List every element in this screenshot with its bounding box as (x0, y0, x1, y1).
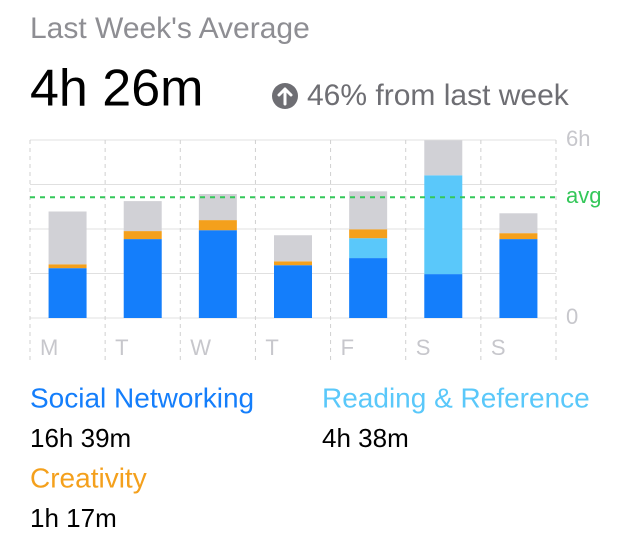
bar-segment (274, 235, 312, 262)
bar-segment (48, 268, 87, 318)
bar-segment (274, 265, 312, 318)
average-label: avg (566, 183, 601, 208)
x-tick-label: S (416, 335, 431, 360)
bar-segment (198, 230, 237, 318)
up-icon (272, 83, 298, 109)
bar-segment (123, 201, 162, 232)
x-tick-label: M (40, 335, 58, 360)
bar-segment (424, 175, 463, 275)
x-tick-label: S (491, 335, 506, 360)
bar-segment (424, 140, 463, 176)
y-tick-label: 6h (566, 126, 590, 151)
x-tick-label: F (341, 335, 354, 360)
legend-name: Social Networking (30, 382, 254, 413)
y-tick-label: 0 (566, 304, 578, 329)
x-tick-label: W (190, 335, 211, 360)
bar-segment (48, 264, 87, 269)
title: Last Week's Average (30, 12, 310, 45)
average: 4h 26m (30, 60, 203, 118)
legend-name: Reading & Reference (322, 382, 590, 413)
bar-segment (123, 239, 162, 318)
bar-segment (349, 238, 388, 259)
legend-name: Creativity (30, 462, 147, 493)
bar-segment (48, 211, 87, 265)
bar-segment (123, 231, 162, 240)
bar-segment (274, 261, 312, 266)
bar-segment (198, 220, 237, 231)
legend-total: 1h 17m (30, 503, 117, 533)
bar-segment (349, 258, 388, 318)
x-tick-label: T (265, 335, 278, 360)
legend-total: 4h 38m (322, 423, 409, 453)
bar-segment (499, 239, 538, 318)
legend-total: 16h 39m (30, 423, 131, 453)
bar-segment (424, 274, 463, 318)
x-tick-label: T (115, 335, 128, 360)
bar-segment (499, 213, 538, 234)
bar-segment (198, 193, 237, 221)
change: 46% from last week (307, 79, 570, 112)
bar-segment (349, 229, 388, 239)
bar-segment (499, 233, 538, 240)
